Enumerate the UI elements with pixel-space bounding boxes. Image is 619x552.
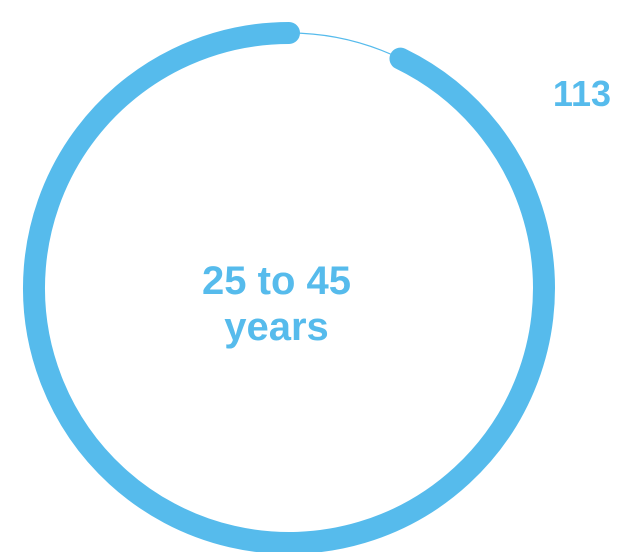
center-label-line1: 25 to 45 — [202, 259, 351, 303]
value-label: 113 — [552, 73, 611, 114]
slice-main — [23, 22, 555, 552]
center-label: 25 to 45 years — [0, 258, 553, 350]
slice-remainder — [288, 32, 401, 60]
center-label-line2: years — [224, 305, 329, 349]
